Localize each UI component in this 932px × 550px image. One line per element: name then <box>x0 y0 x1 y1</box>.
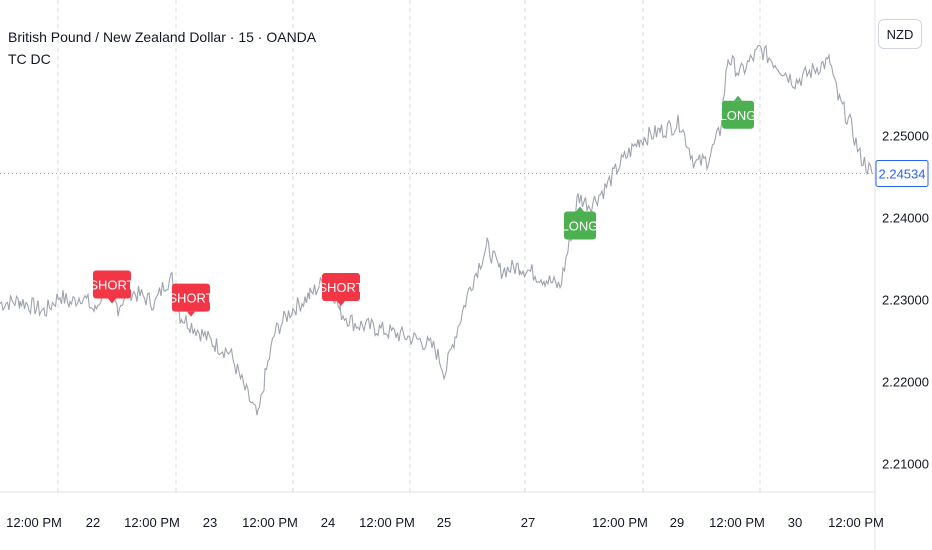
signal-label: LONG <box>720 108 757 123</box>
x-tick-label: 12:00 PM <box>6 515 62 530</box>
x-tick-label: 23 <box>203 515 217 530</box>
long-signal-marker[interactable] <box>564 211 596 240</box>
short-signal-pointer <box>187 311 195 317</box>
x-tick-label: 12:00 PM <box>359 515 415 530</box>
short-signal-pointer <box>337 301 345 306</box>
x-tick-label: 22 <box>86 515 100 530</box>
short-signal-pointer <box>108 298 116 304</box>
signal-label: SHORT <box>168 291 213 306</box>
short-signal-marker[interactable] <box>322 273 360 301</box>
symbol-title[interactable]: British Pound / New Zealand Dollar · 15 … <box>8 29 317 45</box>
x-tick-label: 12:00 PM <box>242 515 298 530</box>
x-tick-label: 12:00 PM <box>828 515 884 530</box>
short-signal-marker[interactable] <box>172 283 210 312</box>
chart-legend: British Pound / New Zealand Dollar · 15 … <box>8 26 316 70</box>
signal-label: SHORT <box>318 280 363 295</box>
y-tick-label: 2.24000 <box>882 210 929 225</box>
y-tick-label: 2.23000 <box>882 292 929 307</box>
long-signal-pointer <box>576 206 584 212</box>
signal-label: SHORT <box>89 278 134 293</box>
long-signal-pointer <box>734 95 742 101</box>
x-tick-label: 12:00 PM <box>592 515 648 530</box>
x-tick-label: 25 <box>437 515 451 530</box>
indicator-title[interactable]: TC DC <box>8 51 51 67</box>
x-tick-label: 30 <box>788 515 802 530</box>
price-series-line <box>0 44 873 416</box>
y-tick-label: 2.21000 <box>882 456 929 471</box>
x-tick-label: 27 <box>521 515 535 530</box>
long-signal-marker[interactable] <box>722 100 754 129</box>
signal-label: LONG <box>562 219 599 234</box>
y-tick-label: 2.25000 <box>882 128 929 143</box>
last-price-box <box>875 160 929 188</box>
short-signal-marker[interactable] <box>93 270 131 299</box>
x-tick-label: 29 <box>670 515 684 530</box>
last-price-label: 2.24534 <box>879 167 926 182</box>
x-tick-label: 12:00 PM <box>709 515 765 530</box>
x-tick-label: 12:00 PM <box>124 515 180 530</box>
currency-button[interactable]: NZD <box>878 19 922 49</box>
y-tick-label: 2.22000 <box>882 374 929 389</box>
x-tick-label: 24 <box>321 515 335 530</box>
